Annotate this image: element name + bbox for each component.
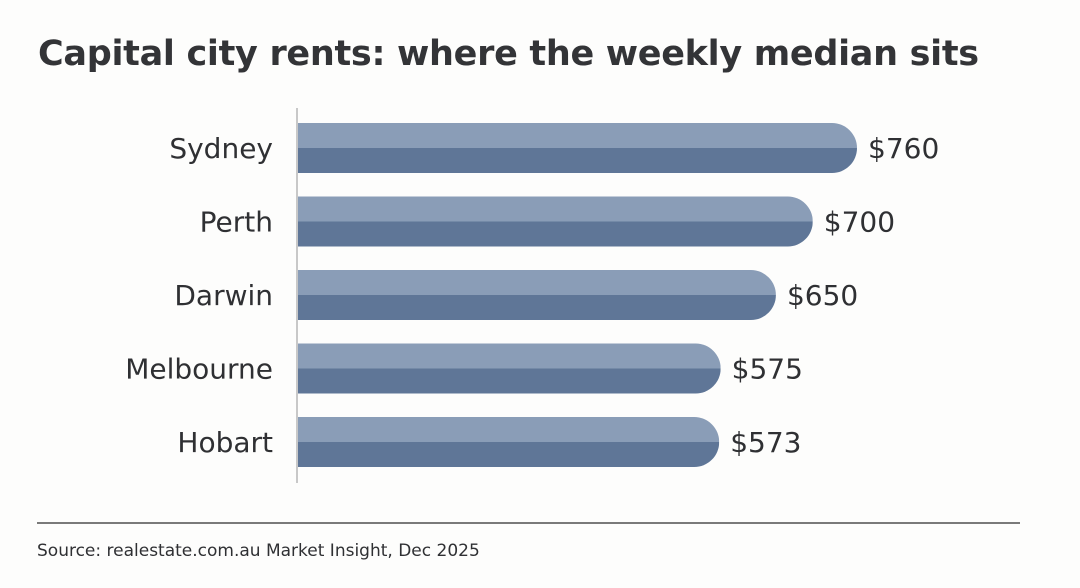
value-label: $700 [824,206,895,239]
bar-sydney [297,123,857,173]
value-label: $650 [787,279,858,312]
category-label: Hobart [177,426,273,459]
bar-melbourne [297,343,721,394]
category-label: Darwin [174,279,273,312]
category-label: Melbourne [125,353,273,386]
category-label: Sydney [169,132,273,165]
footer-divider [37,522,1020,524]
chart-title: Capital city rents: where the weekly med… [38,34,979,74]
bar-darwin [297,270,776,320]
value-label: $573 [730,426,801,459]
source-note: Source: realestate.com.au Market Insight… [37,541,480,561]
bar-hobart [297,417,720,467]
category-label: Perth [200,206,273,239]
value-label: $575 [732,353,803,386]
value-label: $760 [868,132,939,165]
bar-perth [297,196,813,247]
